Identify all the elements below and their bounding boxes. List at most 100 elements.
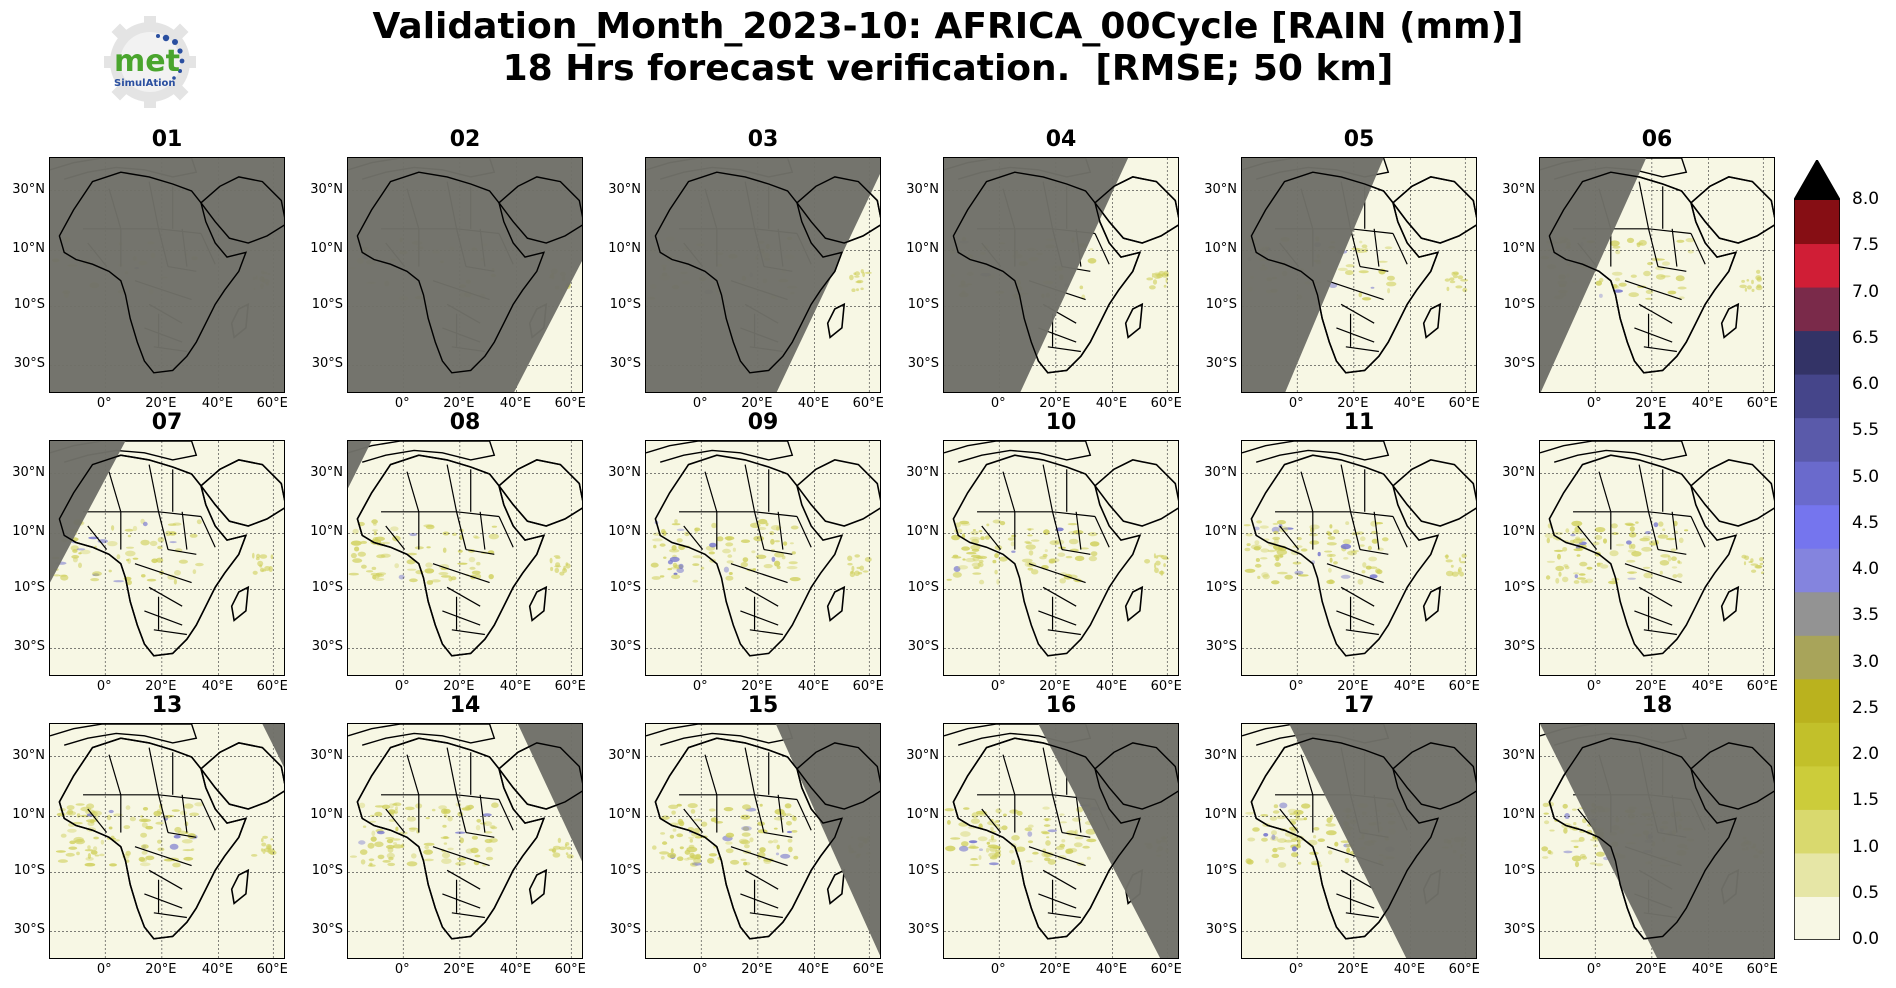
gear-icon <box>104 16 196 108</box>
lon-tick-label: 0° <box>96 396 112 411</box>
map-panel-14 <box>347 723 583 959</box>
colorbar-segment <box>1794 548 1840 593</box>
lon-tick-label: 0° <box>990 679 1006 694</box>
map-panel-05 <box>1241 157 1477 393</box>
lon-tick-label: 20°E <box>741 962 773 977</box>
map-panel-02 <box>347 157 583 393</box>
colorbar-tick-label: 5.5 <box>1852 420 1880 441</box>
lat-tick-label: 10°S <box>311 580 343 596</box>
lon-tick-label: 60°E <box>1746 679 1778 694</box>
lon-tick-label: 20°E <box>145 679 177 694</box>
lon-tick-label: 20°E <box>741 679 773 694</box>
colorbar-segment <box>1794 852 1840 897</box>
lat-tick-label: 10°N <box>906 807 939 823</box>
lon-tick-label: 20°E <box>1337 962 1369 977</box>
lat-tick-label: 30°S <box>311 922 343 938</box>
night-overlay <box>646 158 880 392</box>
lon-tick-label: 40°E <box>1691 679 1724 694</box>
lon-tick-label: 60°E <box>1150 679 1182 694</box>
lat-tick-label: 30°S <box>609 356 641 372</box>
lon-tick-label: 20°E <box>1337 396 1369 411</box>
colorbar-segment <box>1794 200 1840 245</box>
lat-tick-label: 10°N <box>608 524 641 540</box>
colorbar-segment <box>1794 765 1840 810</box>
lat-tick-label: 10°S <box>1205 863 1237 879</box>
lat-tick-label: 10°N <box>12 807 45 823</box>
lat-tick-label: 10°N <box>1502 807 1535 823</box>
night-overlay <box>50 441 126 583</box>
lat-tick-label: 30°N <box>1502 464 1535 480</box>
panel-title: 16 <box>1045 693 1077 718</box>
lon-tick-label: 0° <box>1586 396 1602 411</box>
lon-tick-label: 60°E <box>1746 962 1778 977</box>
lat-tick-label: 10°S <box>1503 297 1535 313</box>
lat-tick-label: 30°N <box>1204 181 1237 197</box>
panel-title: 09 <box>747 410 779 435</box>
panel-title: 15 <box>747 693 779 718</box>
night-overlay <box>348 441 372 489</box>
rain-field <box>349 802 574 867</box>
lon-tick-label: 60°E <box>554 962 586 977</box>
lon-tick-label: 60°E <box>554 396 586 411</box>
lat-tick-label: 10°N <box>906 241 939 257</box>
lat-tick-label: 30°S <box>907 356 939 372</box>
map-panel-18 <box>1539 723 1775 959</box>
colorbar-segment <box>1794 374 1840 419</box>
lat-tick-label: 10°S <box>1503 863 1535 879</box>
lon-tick-label: 20°E <box>145 396 177 411</box>
colorbar <box>1794 160 1840 940</box>
lon-tick-label: 40°E <box>1691 962 1724 977</box>
map-panel-03 <box>645 157 881 393</box>
rain-field <box>946 519 1170 585</box>
lon-tick-label: 60°E <box>852 962 884 977</box>
lon-tick-label: 40°E <box>499 396 532 411</box>
lat-tick-label: 30°S <box>907 922 939 938</box>
panel-title: 14 <box>449 693 481 718</box>
lon-tick-label: 40°E <box>201 396 234 411</box>
lon-tick-label: 40°E <box>1095 962 1128 977</box>
lon-tick-label: 40°E <box>1691 396 1724 411</box>
lat-tick-label: 30°N <box>906 464 939 480</box>
panel-title: 12 <box>1641 410 1673 435</box>
lat-tick-label: 30°N <box>1502 747 1535 763</box>
lat-tick-label: 10°S <box>13 297 45 313</box>
lon-tick-label: 40°E <box>201 679 234 694</box>
panel-title: 04 <box>1045 127 1077 152</box>
map-panel-15 <box>645 723 881 959</box>
lon-tick-label: 60°E <box>1150 396 1182 411</box>
lon-tick-label: 20°E <box>443 679 475 694</box>
logo-word: met <box>114 44 180 79</box>
lon-tick-label: 0° <box>1288 962 1304 977</box>
lat-tick-label: 10°N <box>1502 241 1535 257</box>
lat-tick-label: 10°N <box>906 524 939 540</box>
lon-tick-label: 0° <box>1288 679 1304 694</box>
lat-tick-label: 30°N <box>1502 181 1535 197</box>
panel-title: 06 <box>1641 127 1673 152</box>
lon-tick-label: 60°E <box>852 679 884 694</box>
lat-tick-label: 10°N <box>12 524 45 540</box>
lon-tick-label: 60°E <box>1448 679 1480 694</box>
panel-title: 18 <box>1641 693 1673 718</box>
lon-tick-label: 40°E <box>1393 679 1426 694</box>
colorbar-segment <box>1794 635 1840 680</box>
map-panel-07 <box>49 440 285 676</box>
lat-tick-label: 30°N <box>906 181 939 197</box>
lat-tick-label: 30°S <box>1205 356 1237 372</box>
lat-tick-label: 10°S <box>609 297 641 313</box>
lon-tick-label: 0° <box>394 962 410 977</box>
lat-tick-label: 10°S <box>907 863 939 879</box>
lat-tick-label: 10°N <box>1204 524 1237 540</box>
lat-tick-label: 10°S <box>609 863 641 879</box>
lat-tick-label: 30°N <box>310 181 343 197</box>
night-overlay <box>1289 724 1476 958</box>
lat-tick-label: 10°S <box>907 297 939 313</box>
lat-tick-label: 10°N <box>1204 241 1237 257</box>
colorbar-segment <box>1794 417 1840 462</box>
lon-tick-label: 0° <box>990 396 1006 411</box>
lat-tick-label: 10°S <box>1503 580 1535 596</box>
lon-tick-label: 0° <box>1586 962 1602 977</box>
map-panel-09 <box>645 440 881 676</box>
lon-tick-label: 0° <box>1288 396 1304 411</box>
panel-title: 08 <box>449 410 481 435</box>
lon-tick-label: 0° <box>96 962 112 977</box>
